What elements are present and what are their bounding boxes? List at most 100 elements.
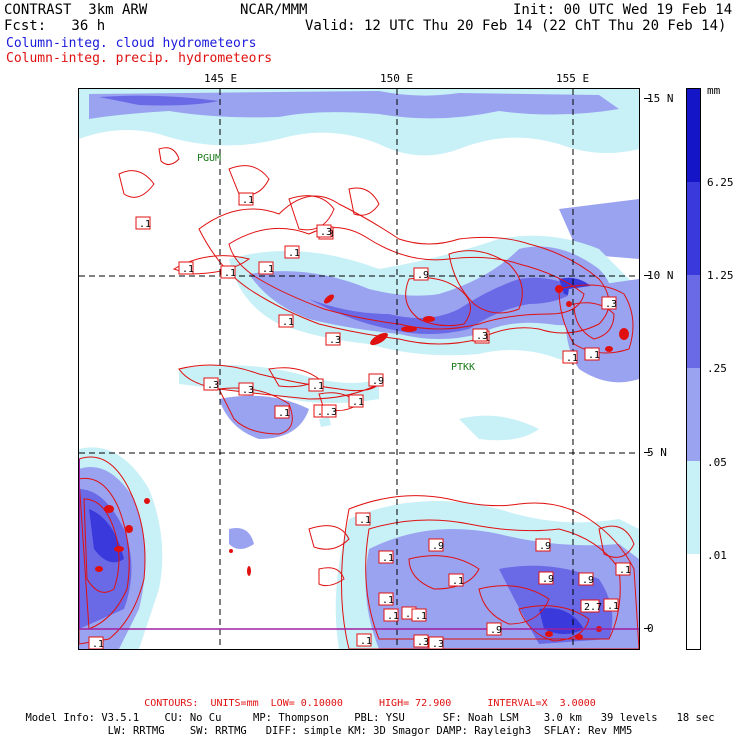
contour-label-box — [356, 633, 372, 647]
contour-label-box — [278, 314, 294, 328]
contour-label-text: .3 — [417, 637, 429, 648]
contour-label-text: .3 — [207, 380, 219, 391]
lat-label-15n: 15 N — [647, 92, 674, 105]
contour-label-box — [88, 636, 104, 649]
contour-label-text: .3 — [605, 299, 617, 310]
contour-label-box — [274, 405, 290, 419]
contour-label-box — [220, 265, 236, 279]
contour-label-text: .1 — [382, 553, 394, 564]
contour-label-text: .1 — [352, 397, 364, 408]
contour-label-box — [448, 573, 464, 587]
lon-label-150: 150 E — [380, 72, 414, 85]
contour-label-box — [538, 571, 554, 585]
contour-label-box — [428, 636, 444, 649]
contour-label-box — [378, 592, 394, 606]
lat-tick-0 — [644, 628, 650, 629]
contour-label-text: .1 — [182, 264, 194, 275]
contour-label-text: .9 — [542, 574, 554, 585]
contour-label-box — [321, 404, 337, 418]
colorbar — [686, 88, 701, 650]
contour-label-box — [258, 261, 274, 275]
colorbar-band-6 — [687, 554, 700, 649]
colorbar-label-1.25: 1.25 — [707, 269, 734, 282]
legend-precip: Column-integ. precip. hydrometeors — [6, 51, 273, 66]
lat-tick-5n — [644, 452, 650, 453]
contour-label-box — [368, 373, 384, 387]
contour-label-text: .3 — [432, 639, 444, 649]
contour-label-box — [284, 245, 300, 259]
colorbar-label-.01: .01 — [707, 549, 727, 562]
contour-label-text: .1 — [278, 408, 290, 419]
contour-label-text: .1 — [566, 353, 578, 364]
contour-label-text: .9 — [417, 270, 429, 281]
colorbar-band-4 — [687, 368, 700, 461]
colorbar-band-5 — [687, 461, 700, 554]
contour-label-text: .1 — [588, 350, 600, 361]
contour-info: CONTOURS: UNITS=mm LOW= 0.10000 HIGH= 72… — [144, 698, 596, 709]
contour-label-box — [603, 598, 619, 612]
contour-label-text: .9 — [582, 575, 594, 586]
colorbar-band-1 — [687, 89, 700, 182]
contour-label-box — [578, 572, 594, 586]
contour-label-box — [584, 347, 600, 361]
lon-label-155: 155 E — [556, 72, 590, 85]
contour-label-box — [580, 599, 600, 613]
contour-label-box — [486, 622, 502, 636]
contour-label-text: .1 — [242, 195, 254, 206]
contour-label-box — [238, 382, 254, 396]
contour-label-text: .1 — [139, 219, 151, 230]
colorbar-band-3 — [687, 275, 700, 368]
contour-label-box — [601, 296, 617, 310]
contour-label-text: .3 — [476, 331, 488, 342]
map-panel: .1.1.1.1.1.3.1.3.1.9.1.3.3.9.3.1.3.1.1.3… — [78, 88, 640, 650]
contour-label-box — [316, 224, 332, 238]
model-info-line2: LW: RRTMG SW: RRTMG DIFF: simple KM: 3D … — [107, 725, 633, 737]
contour-label-text: .1 — [224, 268, 236, 279]
cloud-hydrometeor-fill — [79, 89, 639, 649]
contour-label-text: .1 — [619, 565, 631, 576]
colorbar-band-2 — [687, 182, 700, 275]
contour-label-text: .3 — [325, 407, 337, 418]
contour-label-box — [355, 512, 371, 526]
contour-label-text: 2.7 — [584, 602, 602, 613]
contour-label-box — [472, 328, 488, 342]
contour-label-text: .1 — [360, 636, 372, 647]
contour-label-box — [383, 608, 399, 622]
contour-label-box — [308, 378, 324, 392]
hydrometeor-map: .1.1.1.1.1.3.1.3.1.9.1.3.3.9.3.1.3.1.1.3… — [79, 89, 639, 649]
contour-label-box — [413, 267, 429, 281]
valid-time: Valid: 12 UTC Thu 20 Feb 14 (22 ChT Thu … — [305, 18, 727, 34]
heavy-precip-cores — [95, 285, 629, 640]
model-info-line1: Model Info: V3.5.1 CU: No Cu MP: Thompso… — [25, 712, 715, 724]
contour-label-text: .1 — [288, 248, 300, 259]
model-title: CONTRAST 3km ARW — [4, 2, 148, 18]
contour-label-box — [178, 261, 194, 275]
lat-tick-10n — [644, 275, 650, 276]
contour-label-text: .1 — [262, 264, 274, 275]
contour-label-text: .9 — [432, 541, 444, 552]
contour-label-text: .3 — [242, 385, 254, 396]
colorbar-unit: mm — [707, 84, 721, 97]
contour-label-text: .1 — [387, 611, 399, 622]
contour-label-text: .1 — [359, 515, 371, 526]
contour-label-text: .3 — [329, 335, 341, 346]
lat-tick-15n — [644, 98, 650, 99]
contour-label-text: .1 — [415, 611, 427, 622]
contour-label-box — [615, 562, 631, 576]
contour-label-text: .1 — [282, 317, 294, 328]
forecast-hour: Fcst: 36 h — [4, 18, 106, 34]
contour-label-text: .1 — [92, 639, 104, 649]
contour-label-box — [325, 332, 341, 346]
contour-label-box — [378, 550, 394, 564]
contour-label-box — [535, 538, 551, 552]
contour-label-text: .9 — [490, 625, 502, 636]
contour-label-box — [413, 634, 429, 648]
colorbar-label-6.25: 6.25 — [707, 176, 734, 189]
legend-cloud: Column-integ. cloud hydrometeors — [6, 36, 257, 51]
lat-label-0: 0 — [647, 622, 654, 635]
contour-label-box — [348, 394, 364, 408]
center-name: NCAR/MMM — [240, 2, 308, 18]
station-ptkk: PTKK — [451, 362, 476, 373]
contour-label-text: .3 — [320, 227, 332, 238]
colorbar-label-.25: .25 — [707, 362, 727, 375]
